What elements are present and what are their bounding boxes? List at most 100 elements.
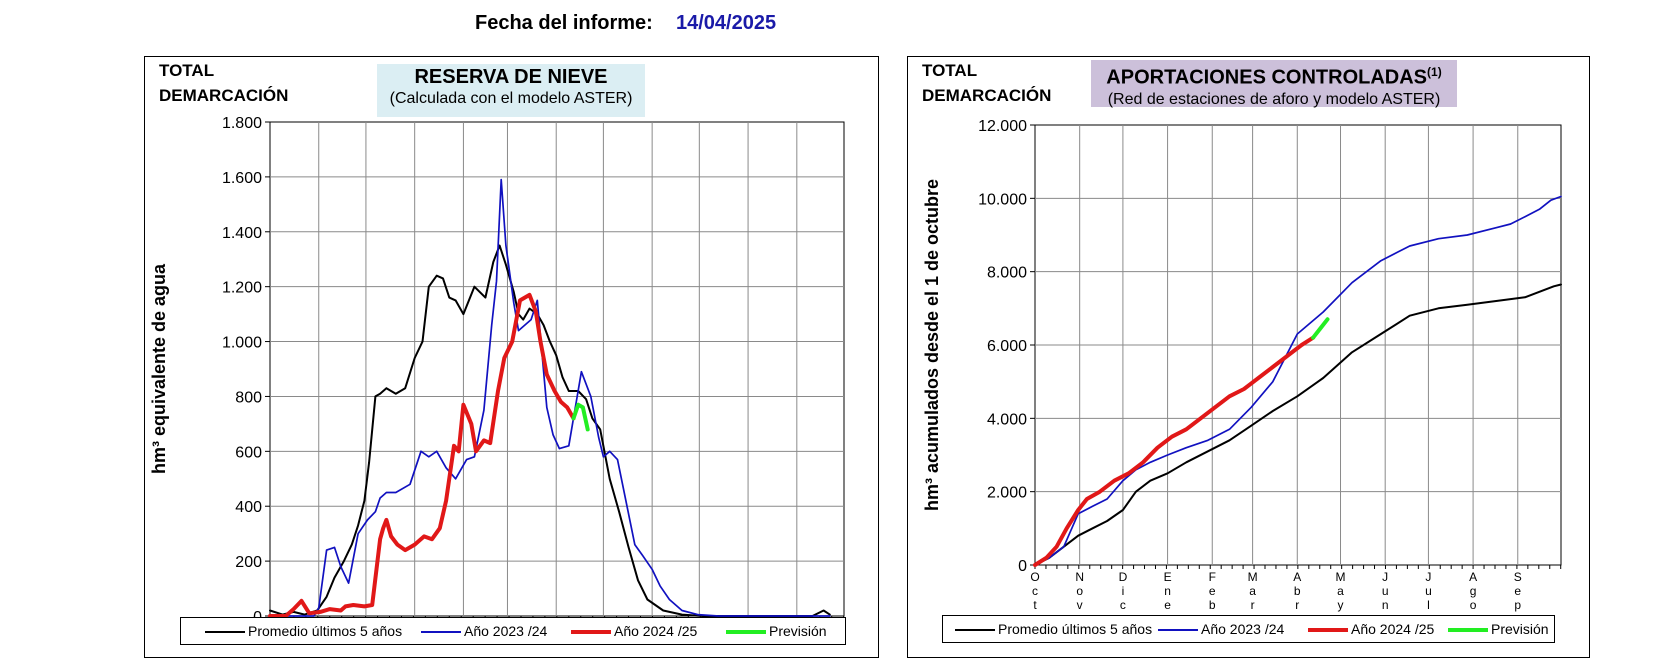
x-month-label: Mar — [1248, 570, 1258, 612]
y-axis-label: hm³ acumulados desde el 1 de octubre — [922, 179, 942, 511]
series-line-prevision — [1311, 317, 1330, 340]
legend-swatch — [1308, 628, 1348, 633]
series-line-promedio — [269, 244, 831, 617]
x-month-label: Jun — [1382, 570, 1389, 612]
x-month-label: May — [1336, 570, 1346, 612]
x-month-letter: e — [1164, 598, 1171, 612]
x-month-letter: c — [1120, 598, 1126, 612]
legend-label: Año 2024 /25 — [1351, 621, 1435, 637]
chart-title: APORTACIONES CONTROLADAS — [1106, 66, 1428, 89]
report-date-value: 14/04/2025 — [676, 12, 777, 34]
report-date-label: Fecha del informe: — [475, 12, 653, 34]
x-month-letter: e — [1209, 584, 1216, 598]
x-month-label: Sep — [1514, 570, 1522, 612]
legend-item-y2425: Año 2024 /25 — [571, 618, 697, 644]
x-month-letter: o — [1470, 598, 1477, 612]
y-tick-label: 600 — [235, 444, 262, 461]
x-month-letter: c — [1032, 584, 1038, 598]
x-month-letter: n — [1164, 584, 1171, 598]
x-month-letter: M — [1248, 570, 1258, 584]
chart-legend: Promedio últimos 5 años Año 2023 /24 Año 2… — [942, 615, 1555, 643]
legend-item-y2324: Año 2023 /24 — [1158, 616, 1284, 642]
x-month-label: Jul — [1425, 570, 1432, 612]
controlled-inflows-panel: TOTAL DEMARCACIÓN APORTACIONES CONTROLAD… — [907, 56, 1590, 658]
x-month-letter: S — [1514, 570, 1522, 584]
legend-label: Año 2023 /24 — [464, 623, 548, 639]
x-month-letter: v — [1077, 598, 1083, 612]
region-label-line1: TOTAL — [922, 61, 978, 80]
y-tick-label: 10.000 — [978, 191, 1027, 208]
series-line-y2425 — [268, 292, 576, 617]
legend-item-y2425: Año 2024 /25 — [1308, 616, 1434, 642]
x-month-letter: l — [1427, 598, 1430, 612]
series-line-y2425 — [1033, 335, 1316, 567]
legend-swatch — [1448, 628, 1488, 633]
x-month-letter: F — [1209, 570, 1216, 584]
x-month-letter: A — [1469, 570, 1477, 584]
report-header: Fecha del informe: 14/04/2025 — [0, 12, 1675, 40]
region-label-line1: TOTAL — [159, 61, 215, 80]
x-month-letter: D — [1119, 570, 1128, 584]
legend-swatch — [421, 631, 461, 634]
y-tick-label: 2.000 — [987, 485, 1027, 502]
chart-subtitle: (Calculada con el modelo ASTER) — [389, 90, 633, 107]
y-tick-label: 1.200 — [222, 280, 262, 297]
x-month-letter: J — [1382, 570, 1388, 584]
x-month-letter: O — [1030, 570, 1039, 584]
legend-swatch — [1158, 629, 1198, 632]
x-month-label: Abr — [1293, 570, 1301, 612]
x-month-letter: p — [1514, 598, 1521, 612]
x-month-letter: r — [1295, 598, 1299, 612]
snow-reserve-panel: TOTAL DEMARCACIÓN RESERVA DE NIEVE (Calc… — [144, 56, 879, 658]
region-label-line2: DEMARCACIÓN — [922, 86, 1052, 105]
x-month-letter: i — [1122, 584, 1125, 598]
x-month-letter: N — [1075, 570, 1084, 584]
x-month-letter: A — [1293, 570, 1301, 584]
y-tick-label: 4.000 — [987, 411, 1027, 428]
legend-item-prevision: Previsión — [1448, 616, 1549, 642]
x-month-letter: t — [1033, 598, 1037, 612]
y-tick-label: 1.800 — [222, 115, 262, 132]
x-month-label: Dic — [1119, 570, 1128, 612]
y-tick-label: 6.000 — [987, 338, 1027, 355]
legend-item-promedio: Promedio últimos 5 años — [955, 616, 1152, 642]
x-month-letter: a — [1337, 584, 1344, 598]
chart-title: RESERVA DE NIEVE — [414, 66, 608, 88]
x-month-letter: b — [1294, 584, 1301, 598]
y-tick-label: 200 — [235, 554, 262, 571]
series-line-y2324 — [269, 178, 831, 617]
region-label-line2: DEMARCACIÓN — [159, 86, 289, 105]
legend-item-y2324: Año 2023 /24 — [421, 618, 547, 644]
legend-item-promedio: Promedio últimos 5 años — [205, 618, 402, 644]
y-tick-label: 800 — [235, 389, 262, 406]
controlled-inflows-chart: 02.0004.0006.0008.00010.00012.000OctNovD… — [922, 118, 1562, 612]
region-label: TOTAL DEMARCACIÓN — [159, 58, 319, 108]
chart-subtitle: (Red de estaciones de aforo y modelo AST… — [1107, 90, 1441, 108]
legend-label: Año 2024 /25 — [614, 623, 698, 639]
x-month-letter: u — [1382, 584, 1389, 598]
x-month-label: Ago — [1469, 570, 1477, 612]
x-month-letter: a — [1249, 584, 1256, 598]
x-month-label: Ene — [1164, 570, 1172, 612]
chart-legend: Promedio últimos 5 años Año 2023 /24 Año 2… — [180, 617, 846, 645]
legend-swatch — [571, 630, 611, 635]
chart-title-box: RESERVA DE NIEVE (Calculada con el model… — [377, 64, 645, 117]
x-month-letter: b — [1209, 598, 1216, 612]
legend-swatch — [726, 630, 766, 635]
series-line-promedio — [1034, 283, 1562, 566]
y-tick-label: 0 — [1018, 558, 1027, 575]
series-line-y2324 — [1034, 195, 1562, 566]
x-month-letter: e — [1514, 584, 1521, 598]
legend-label: Año 2023 /24 — [1201, 621, 1285, 637]
x-month-letter: n — [1382, 598, 1389, 612]
x-month-letter: E — [1164, 570, 1172, 584]
x-month-letter: y — [1338, 598, 1344, 612]
x-month-label: Nov — [1075, 570, 1084, 612]
legend-label: Promedio últimos 5 años — [998, 621, 1153, 637]
region-label: TOTAL DEMARCACIÓN — [922, 58, 1082, 108]
chart-title-box: APORTACIONES CONTROLADAS(1) (Red de esta… — [1091, 60, 1457, 108]
legend-item-prevision: Previsión — [726, 618, 827, 644]
legend-label: Previsión — [1491, 621, 1549, 637]
x-month-label: Feb — [1209, 570, 1216, 612]
legend-label: Previsión — [769, 623, 827, 639]
